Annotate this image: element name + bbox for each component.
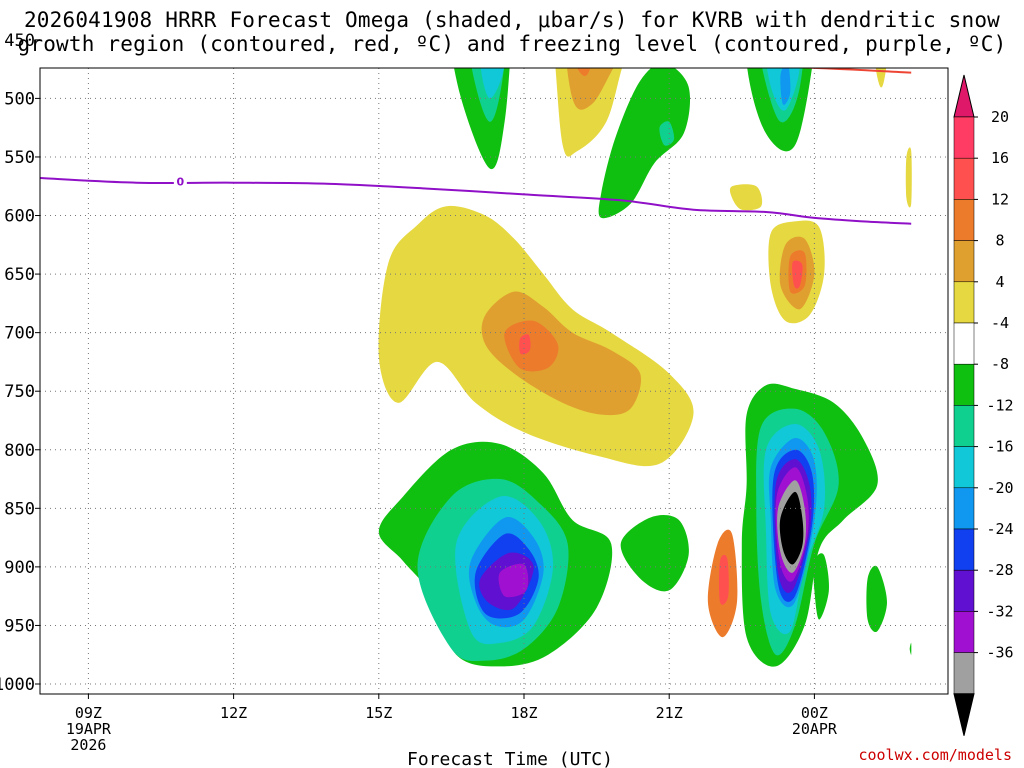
contour-line xyxy=(40,0,911,13)
chart-title-line-2: growth region (contoured, red, ºC) and f… xyxy=(17,32,1007,56)
contour-label: 0 xyxy=(177,176,185,189)
contour-label: -12 xyxy=(229,53,249,66)
colorbar-swatch xyxy=(953,240,975,283)
x-tick-label: 12Z xyxy=(220,704,247,722)
x-tick-date: 19APR xyxy=(66,720,112,738)
y-tick-label: 550 xyxy=(4,148,35,168)
contour-label: -18 xyxy=(323,0,343,5)
colorbar-swatch xyxy=(953,157,975,200)
colorbar-swatch xyxy=(953,487,975,530)
omega-band-4-region-5 xyxy=(729,184,763,211)
contour-label-bg xyxy=(173,175,187,188)
x-tick-year: 2026 xyxy=(70,736,106,754)
omega-band--4-region-8 xyxy=(902,0,912,41)
y-tick-label: 600 xyxy=(4,207,35,227)
credit-text: coolwx.com/models xyxy=(858,746,1012,764)
y-tick-label: 850 xyxy=(4,499,35,519)
contour-label-bg xyxy=(629,0,656,12)
colorbar-top-arrow xyxy=(953,74,975,118)
x-tick-label: 18Z xyxy=(510,704,537,722)
colorbar-label: 8 xyxy=(995,232,1004,250)
colorbar-label: -4 xyxy=(991,314,1009,332)
omega-band-12-region-2 xyxy=(504,320,559,372)
contour-label-bg xyxy=(225,53,252,65)
y-tick-label: 800 xyxy=(4,441,35,461)
colorbar-label: -24 xyxy=(986,520,1013,538)
omega-band-4-region-6 xyxy=(905,147,912,208)
colorbar-swatch xyxy=(953,199,975,241)
x-tick-label: 15Z xyxy=(365,704,392,722)
colorbar-label: 16 xyxy=(991,149,1009,167)
contour-lines: -18 -18 -12 0 xyxy=(40,0,912,225)
plot-frame xyxy=(39,67,949,695)
colorbar-label: -32 xyxy=(986,602,1013,620)
colorbar-swatch xyxy=(953,652,975,695)
x-axis-label: Forecast Time (UTC) xyxy=(407,749,613,768)
x-tick-label: 21Z xyxy=(656,704,683,722)
axis-ticks: 2503003504004505005506006507007508008509… xyxy=(0,31,838,754)
colorbar: 20 16 12 8 4 -4 -8 -12 -16 -20 -24 -28 -32 -36 xyxy=(953,74,1014,736)
colorbar-swatch xyxy=(953,322,975,365)
colorbar-label: 4 xyxy=(995,273,1004,291)
omega-band--36-region-0 xyxy=(779,491,804,565)
colorbar-label: -20 xyxy=(986,479,1013,497)
omega-band-16-region-3 xyxy=(719,554,729,605)
colorbar-swatch xyxy=(953,281,975,324)
x-tick-date: 20APR xyxy=(792,720,838,738)
y-tick-label: 450 xyxy=(4,31,35,51)
colorbar-label: 20 xyxy=(991,108,1009,126)
omega-band--4-region-2 xyxy=(598,68,690,219)
chart-title-line-1: 2026041908 HRRR Forecast Omega (shaded, … xyxy=(23,8,1001,32)
omega-band--4-region-7 xyxy=(866,565,887,633)
x-tick-label: 00Z xyxy=(801,704,828,722)
colorbar-swatch xyxy=(953,405,975,447)
colorbar-bottom-arrow xyxy=(953,693,975,736)
colorbar-swatch xyxy=(953,116,975,159)
y-tick-label: 950 xyxy=(4,616,35,636)
omega-band--4-region-5 xyxy=(620,515,689,592)
colorbar-swatch xyxy=(953,528,975,571)
omega-band-16-region-2 xyxy=(519,334,531,355)
x-tick-label: 09Z xyxy=(75,704,102,722)
y-tick-label: 500 xyxy=(4,89,35,109)
y-tick-label: 900 xyxy=(4,558,35,578)
omega-shading xyxy=(378,0,912,667)
omega-band--4-region-6 xyxy=(813,553,830,620)
colorbar-swatch xyxy=(953,569,975,612)
omega-band-4-region-3 xyxy=(875,68,887,88)
colorbar-swatch xyxy=(953,363,975,406)
omega-band--8-region-4 xyxy=(659,121,675,146)
colorbar-label: -12 xyxy=(986,396,1013,414)
y-tick-label: 650 xyxy=(4,265,35,285)
omega-band--28-region-0 xyxy=(498,563,529,598)
colorbar-swatch xyxy=(953,611,975,653)
colorbar-label: -16 xyxy=(986,438,1013,456)
y-tick-label: 700 xyxy=(4,324,35,344)
colorbar-label: -8 xyxy=(991,355,1009,373)
contour-line xyxy=(40,177,912,225)
colorbar-swatch xyxy=(953,446,975,489)
omega-band--12-region-0 xyxy=(480,68,504,99)
omega-band--4-region-9 xyxy=(909,642,912,655)
y-tick-label: 1000 xyxy=(0,675,35,695)
contour-label-bg xyxy=(319,0,346,4)
colorbar-label: -36 xyxy=(986,644,1013,662)
omega-band-16-region-0 xyxy=(575,0,594,65)
omega-band-8-region-0 xyxy=(567,68,614,110)
omega-band-16-region-4 xyxy=(792,260,803,289)
contour-label: -18 xyxy=(633,0,653,13)
colorbar-label: -28 xyxy=(986,561,1013,579)
omega-band-12-region-0 xyxy=(577,68,591,76)
colorbar-label: 12 xyxy=(991,190,1009,208)
y-tick-label: 750 xyxy=(4,382,35,402)
omega-band--16-region-2 xyxy=(780,68,791,105)
